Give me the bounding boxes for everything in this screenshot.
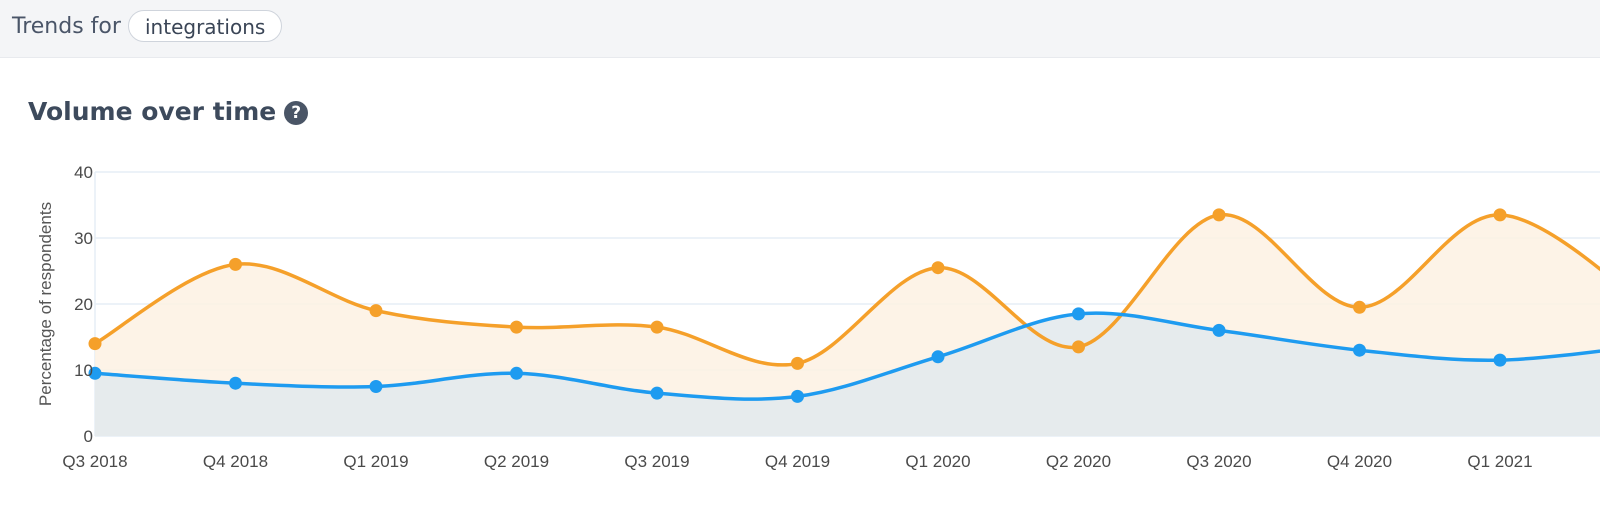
section-header: Volume over time? xyxy=(28,97,309,126)
data-point-blue[interactable] xyxy=(369,380,383,393)
x-tick-label: Q3 2019 xyxy=(624,452,689,471)
data-point-blue[interactable] xyxy=(1212,323,1226,337)
data-point-orange[interactable] xyxy=(510,320,523,334)
top-bar: Trends for integrations xyxy=(0,0,1600,58)
section-title: Volume over time xyxy=(28,97,277,126)
data-point-orange[interactable] xyxy=(1212,208,1226,222)
series-points xyxy=(88,208,1507,403)
series-line-blue xyxy=(94,311,1600,401)
x-tick-label: Q4 2018 xyxy=(203,452,268,471)
data-point-blue[interactable] xyxy=(791,389,804,403)
data-point-orange[interactable] xyxy=(1072,340,1085,354)
data-point-orange[interactable] xyxy=(369,304,383,318)
data-point-blue[interactable] xyxy=(1353,343,1366,357)
x-tick-labels: Q3 2018 Q4 2018 Q1 2019 Q2 2019 Q3 2019 Q4 20… xyxy=(62,452,1532,471)
x-tick-label: Q2 2020 xyxy=(1046,452,1111,471)
data-point-orange[interactable] xyxy=(1493,208,1507,222)
x-tick-label: Q1 2020 xyxy=(905,452,970,471)
data-point-blue[interactable] xyxy=(1072,307,1085,321)
data-point-orange[interactable] xyxy=(88,337,102,351)
data-point-orange[interactable] xyxy=(229,257,242,271)
trends-for-label: Trends for xyxy=(12,14,121,39)
data-point-orange[interactable] xyxy=(1353,300,1366,314)
topic-pill[interactable]: integrations xyxy=(128,10,283,42)
x-tick-label: Q4 2020 xyxy=(1327,452,1392,471)
x-tick-label: Q1 2019 xyxy=(343,452,408,471)
x-tick-label: Q4 2019 xyxy=(765,452,830,471)
y-tick-label: 30 xyxy=(74,229,93,248)
x-tick-label: Q3 2020 xyxy=(1186,452,1251,471)
question-circle-icon[interactable]: ? xyxy=(284,101,309,125)
y-tick-label: 0 xyxy=(84,427,93,446)
y-tick-label: 20 xyxy=(74,295,93,314)
data-point-orange[interactable] xyxy=(931,261,945,275)
x-tick-label: Q1 2021 xyxy=(1467,452,1532,471)
data-point-orange[interactable] xyxy=(791,356,804,370)
data-point-blue[interactable] xyxy=(650,386,664,400)
x-tick-label: Q3 2018 xyxy=(62,452,127,471)
x-tick-label: Q2 2019 xyxy=(484,452,549,471)
data-point-orange[interactable] xyxy=(650,320,664,334)
y-tick-labels: 0 10 20 30 40 xyxy=(74,163,93,446)
series-areas xyxy=(95,214,1600,436)
data-point-blue[interactable] xyxy=(229,376,242,390)
data-point-blue[interactable] xyxy=(88,366,102,380)
y-tick-label: 10 xyxy=(74,361,93,380)
y-axis-title: Percentage of respondents xyxy=(36,202,55,406)
data-point-blue[interactable] xyxy=(510,366,523,380)
y-tick-label: 40 xyxy=(74,163,93,182)
data-point-blue[interactable] xyxy=(1493,353,1507,367)
series-area-blue xyxy=(95,313,1600,436)
data-point-blue[interactable] xyxy=(931,350,945,364)
